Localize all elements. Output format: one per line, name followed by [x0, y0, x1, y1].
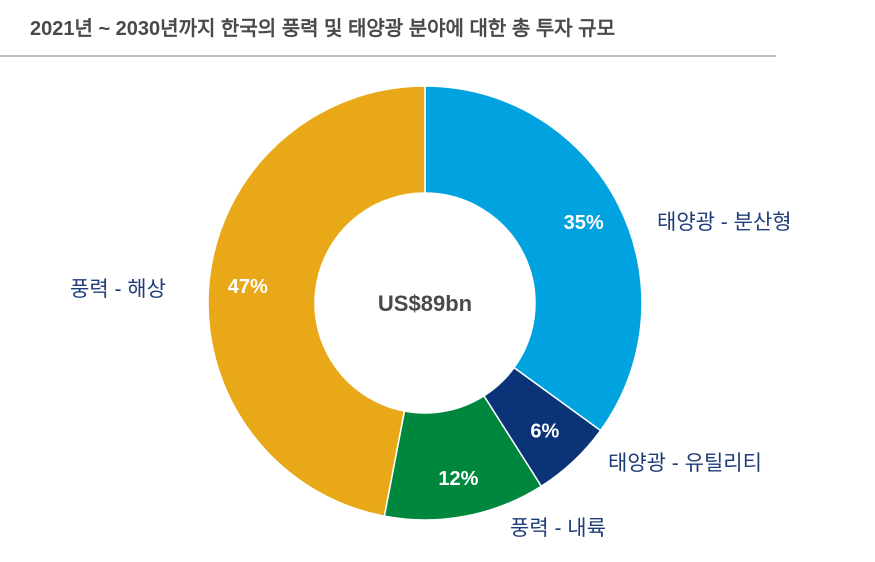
category-label: 태양광 - 유틸리티 [608, 452, 762, 475]
donut-slice [424, 85, 643, 432]
center-total-label: US$89bn [378, 291, 472, 316]
donut-slice [207, 85, 426, 518]
chart-title: 2021년 ~ 2030년까지 한국의 풍력 및 태양광 분야에 대한 총 투자… [30, 18, 615, 40]
data-label: 47% [228, 276, 268, 298]
category-label: 풍력 - 해상 [70, 278, 166, 301]
data-label: 6% [530, 421, 559, 443]
data-label: 12% [438, 468, 478, 490]
data-label: 35% [564, 212, 604, 234]
title-divider [0, 55, 776, 57]
category-label: 풍력 - 내륙 [510, 517, 606, 540]
category-label: 태양광 - 분산형 [657, 211, 792, 234]
